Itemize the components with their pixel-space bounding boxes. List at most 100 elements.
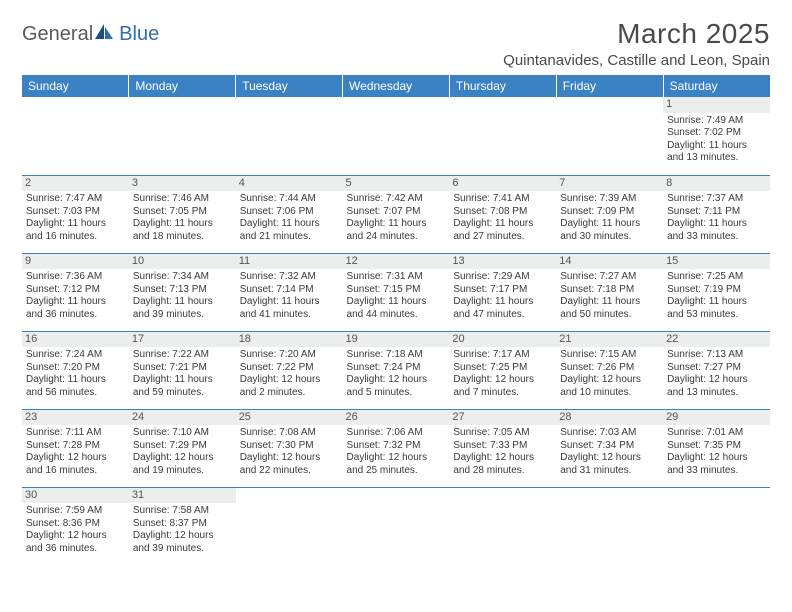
calendar-table: SundayMondayTuesdayWednesdayThursdayFrid…: [22, 75, 770, 565]
weekday-header: Tuesday: [236, 75, 343, 97]
sunset-line: Sunset: 7:03 PM: [26, 206, 125, 219]
daylight-line: Daylight: 11 hours and 36 minutes.: [26, 296, 125, 321]
calendar-week-row: 2Sunrise: 7:47 AMSunset: 7:03 PM Daylight…: [22, 175, 770, 253]
day-number: 31: [129, 488, 236, 504]
sunrise-line: Sunrise: 7:01 AM: [667, 427, 766, 440]
sunset-line: Sunset: 7:14 PM: [240, 284, 339, 297]
calendar-week-row: 16Sunrise: 7:24 AMSunset: 7:20 PMDayligh…: [22, 331, 770, 409]
sunrise-line: Sunrise: 7:03 AM: [560, 427, 659, 440]
sunset-line: Sunset: 7:19 PM: [667, 284, 766, 297]
sunset-line: Sunset: 7:12 PM: [26, 284, 125, 297]
calendar-day-cell: [556, 97, 663, 175]
calendar-day-cell: [449, 487, 556, 565]
calendar-day-cell: 30Sunrise: 7:59 AMSunset: 8:36 PMDayligh…: [22, 487, 129, 565]
weekday-header: Monday: [129, 75, 236, 97]
day-number: 2: [22, 176, 129, 192]
daylight-line: Daylight: 12 hours and 36 minutes.: [26, 530, 125, 555]
day-number: 13: [449, 254, 556, 270]
calendar-day-cell: [343, 487, 450, 565]
month-title: March 2025: [503, 18, 770, 50]
calendar-day-cell: [236, 487, 343, 565]
weekday-header: Sunday: [22, 75, 129, 97]
calendar-day-cell: 28Sunrise: 7:03 AMSunset: 7:34 PMDayligh…: [556, 409, 663, 487]
sunset-line: Sunset: 7:28 PM: [26, 440, 125, 453]
calendar-day-cell: [663, 487, 770, 565]
sunset-line: Sunset: 7:06 PM: [240, 206, 339, 219]
title-block: March 2025 Quintanavides, Castille and L…: [503, 18, 770, 69]
daylight-line: Daylight: 11 hours and 56 minutes.: [26, 374, 125, 399]
day-number: 18: [236, 332, 343, 348]
calendar-day-cell: [343, 97, 450, 175]
day-number: 24: [129, 410, 236, 426]
daylight-line: Daylight: 12 hours and 19 minutes.: [133, 452, 232, 477]
calendar-week-row: 9Sunrise: 7:36 AMSunset: 7:12 PMDaylight…: [22, 253, 770, 331]
sunrise-line: Sunrise: 7:17 AM: [453, 349, 552, 362]
daylight-line: Daylight: 12 hours and 5 minutes.: [347, 374, 446, 399]
calendar-day-cell: 12Sunrise: 7:31 AMSunset: 7:15 PMDayligh…: [343, 253, 450, 331]
calendar-day-cell: 2Sunrise: 7:47 AMSunset: 7:03 PMDaylight…: [22, 175, 129, 253]
sunrise-line: Sunrise: 7:59 AM: [26, 505, 125, 518]
sunrise-line: Sunrise: 7:58 AM: [133, 505, 232, 518]
day-number: 9: [22, 254, 129, 270]
sunset-line: Sunset: 7:33 PM: [453, 440, 552, 453]
logo-text-blue: Blue: [119, 23, 159, 46]
calendar-day-cell: 19Sunrise: 7:18 AMSunset: 7:24 PMDayligh…: [343, 331, 450, 409]
sunrise-line: Sunrise: 7:08 AM: [240, 427, 339, 440]
day-number: 28: [556, 410, 663, 426]
daylight-line: Daylight: 11 hours and 50 minutes.: [560, 296, 659, 321]
daylight-line: Daylight: 12 hours and 7 minutes.: [453, 374, 552, 399]
calendar-day-cell: 18Sunrise: 7:20 AMSunset: 7:22 PMDayligh…: [236, 331, 343, 409]
daylight-line: Daylight: 11 hours and 21 minutes.: [240, 218, 339, 243]
day-number: 22: [663, 332, 770, 348]
calendar-day-cell: 15Sunrise: 7:25 AMSunset: 7:19 PMDayligh…: [663, 253, 770, 331]
sunrise-line: Sunrise: 7:11 AM: [26, 427, 125, 440]
sunrise-line: Sunrise: 7:42 AM: [347, 193, 446, 206]
daylight-line: Daylight: 11 hours and 24 minutes.: [347, 218, 446, 243]
calendar-day-cell: 5Sunrise: 7:42 AMSunset: 7:07 PMDaylight…: [343, 175, 450, 253]
calendar-day-cell: 11Sunrise: 7:32 AMSunset: 7:14 PMDayligh…: [236, 253, 343, 331]
day-number: 16: [22, 332, 129, 348]
sunset-line: Sunset: 8:37 PM: [133, 518, 232, 531]
day-number: 15: [663, 254, 770, 270]
calendar-day-cell: 4Sunrise: 7:44 AMSunset: 7:06 PMDaylight…: [236, 175, 343, 253]
daylight-line: Daylight: 11 hours and 59 minutes.: [133, 374, 232, 399]
day-number: 27: [449, 410, 556, 426]
daylight-line: Daylight: 12 hours and 25 minutes.: [347, 452, 446, 477]
daylight-line: Daylight: 11 hours and 47 minutes.: [453, 296, 552, 321]
daylight-line: Daylight: 11 hours and 44 minutes.: [347, 296, 446, 321]
sunset-line: Sunset: 7:21 PM: [133, 362, 232, 375]
day-number: 21: [556, 332, 663, 348]
sunset-line: Sunset: 8:36 PM: [26, 518, 125, 531]
logo-text-general: General: [22, 23, 93, 46]
sunrise-line: Sunrise: 7:15 AM: [560, 349, 659, 362]
calendar-day-cell: 23Sunrise: 7:11 AMSunset: 7:28 PMDayligh…: [22, 409, 129, 487]
sunset-line: Sunset: 7:11 PM: [667, 206, 766, 219]
calendar-day-cell: [556, 487, 663, 565]
sunset-line: Sunset: 7:02 PM: [667, 127, 766, 140]
calendar-day-cell: 13Sunrise: 7:29 AMSunset: 7:17 PMDayligh…: [449, 253, 556, 331]
calendar-day-cell: [22, 97, 129, 175]
day-number: 10: [129, 254, 236, 270]
sunrise-line: Sunrise: 7:13 AM: [667, 349, 766, 362]
sunrise-line: Sunrise: 7:39 AM: [560, 193, 659, 206]
sunrise-line: Sunrise: 7:10 AM: [133, 427, 232, 440]
calendar-day-cell: 24Sunrise: 7:10 AMSunset: 7:29 PMDayligh…: [129, 409, 236, 487]
calendar-day-cell: 21Sunrise: 7:15 AMSunset: 7:26 PMDayligh…: [556, 331, 663, 409]
sunset-line: Sunset: 7:29 PM: [133, 440, 232, 453]
sunrise-line: Sunrise: 7:32 AM: [240, 271, 339, 284]
sunset-line: Sunset: 7:08 PM: [453, 206, 552, 219]
header: General Blue March 2025 Quintanavides, C…: [22, 18, 770, 69]
daylight-line: Daylight: 11 hours and 13 minutes.: [667, 140, 766, 165]
day-number: 8: [663, 176, 770, 192]
day-number: 5: [343, 176, 450, 192]
weekday-header-row: SundayMondayTuesdayWednesdayThursdayFrid…: [22, 75, 770, 97]
location-text: Quintanavides, Castille and Leon, Spain: [503, 52, 770, 69]
day-number: 29: [663, 410, 770, 426]
daylight-line: Daylight: 12 hours and 13 minutes.: [667, 374, 766, 399]
sunrise-line: Sunrise: 7:47 AM: [26, 193, 125, 206]
sunrise-line: Sunrise: 7:34 AM: [133, 271, 232, 284]
sunrise-line: Sunrise: 7:46 AM: [133, 193, 232, 206]
weekday-header: Wednesday: [343, 75, 450, 97]
weekday-header: Saturday: [663, 75, 770, 97]
sunrise-line: Sunrise: 7:24 AM: [26, 349, 125, 362]
